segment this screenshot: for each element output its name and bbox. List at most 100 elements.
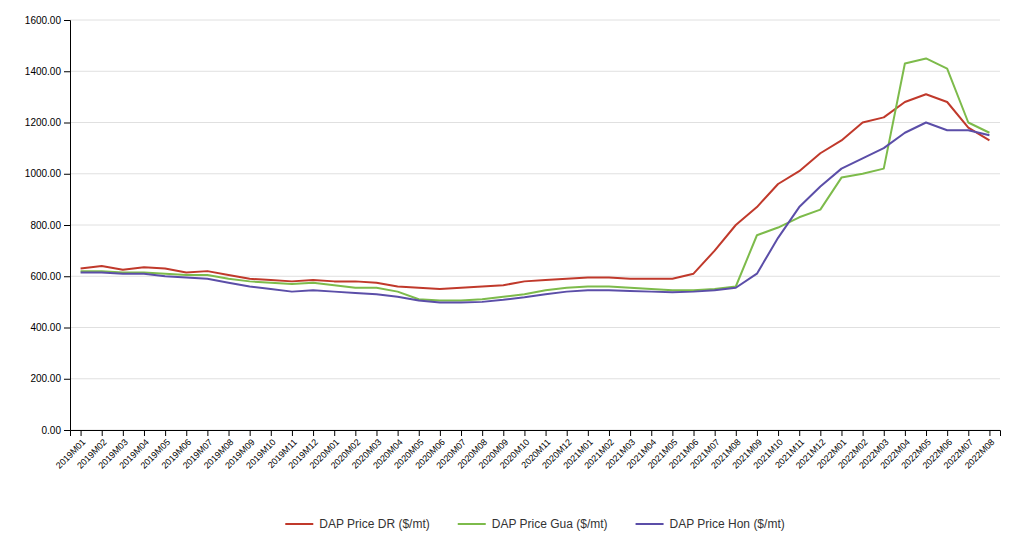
y-tick: 200.00 — [30, 373, 70, 384]
x-tick-mark — [820, 430, 821, 436]
legend-swatch — [458, 523, 486, 525]
x-tick-mark — [926, 430, 927, 436]
x-tick-mark — [398, 430, 399, 436]
x-tick-mark — [144, 430, 145, 436]
y-tick-mark — [64, 430, 70, 431]
y-tick: 600.00 — [30, 271, 70, 282]
x-tick-mark — [186, 430, 187, 436]
y-tick: 1600.00 — [25, 15, 70, 26]
x-axis: 2019M012019M022019M032019M042019M052019M… — [54, 430, 1001, 471]
series-line — [81, 94, 990, 289]
lines — [81, 58, 990, 302]
x-tick-label: 2022M08 — [963, 437, 997, 471]
y-tick-label: 1400.00 — [25, 66, 62, 77]
x-tick-mark — [694, 430, 695, 436]
x-tick-mark — [567, 430, 568, 436]
x-tick-mark — [250, 430, 251, 436]
legend: DAP Price DR ($/mt) DAP Price Gua ($/mt) D… — [285, 517, 784, 531]
x-tick-mark — [651, 430, 652, 436]
y-tick-mark — [64, 71, 70, 72]
x-tick-mark — [482, 430, 483, 436]
x-tick-mark — [440, 430, 441, 436]
legend-item: DAP Price Gua ($/mt) — [458, 517, 608, 531]
legend-swatch — [636, 523, 664, 525]
x-tick-mark — [334, 430, 335, 436]
x-tick-mark — [292, 430, 293, 436]
y-axis: 0.00 200.00 400.00 600.00 800.00 1000.00 1200.… — [25, 15, 71, 436]
chart-svg: 0.00 200.00 400.00 600.00 800.00 1000.00 1200.… — [0, 0, 1024, 540]
x-tick-mark — [630, 430, 631, 436]
grid-line — [70, 378, 1000, 379]
x-tick-mark — [207, 430, 208, 436]
y-tick: 1200.00 — [25, 117, 70, 128]
x-tick-mark — [672, 430, 673, 436]
y-tick-label: 1200.00 — [25, 117, 62, 128]
y-tick-label: 1600.00 — [25, 15, 62, 26]
y-tick: 1000.00 — [25, 168, 70, 179]
x-tick-mark — [123, 430, 124, 436]
legend-swatch — [285, 523, 313, 525]
grid-line — [70, 225, 1000, 226]
x-tick-mark — [715, 430, 716, 436]
y-tick-label: 0.00 — [42, 425, 62, 436]
legend-item: DAP Price DR ($/mt) — [285, 517, 429, 531]
x-tick-mark — [799, 430, 800, 436]
grid-line — [70, 122, 1000, 123]
x-tick-mark — [419, 430, 420, 436]
grid-line — [70, 20, 1000, 21]
x-tick-mark — [313, 430, 314, 436]
legend-item: DAP Price Hon ($/mt) — [636, 517, 785, 531]
x-tick-mark — [905, 430, 906, 436]
x-tick-mark — [503, 430, 504, 436]
x-tick-mark — [757, 430, 758, 436]
y-tick-mark — [64, 328, 70, 329]
y-tick-mark — [64, 225, 70, 226]
grid-line — [70, 71, 1000, 72]
y-tick: 0.00 — [42, 425, 70, 436]
x-tick-mark — [588, 430, 589, 436]
y-tick-label: 600.00 — [30, 271, 61, 282]
y-tick-mark — [64, 20, 70, 21]
x-tick-mark — [165, 430, 166, 436]
x-tick-mark — [989, 430, 990, 436]
x-tick-mark — [461, 430, 462, 436]
legend-label: DAP Price Hon ($/mt) — [670, 517, 785, 531]
series-line — [81, 58, 990, 300]
y-tick-mark — [64, 379, 70, 380]
legend-label: DAP Price DR ($/mt) — [319, 517, 429, 531]
grid-line — [70, 327, 1000, 328]
x-tick-mark — [736, 430, 737, 436]
x-tick-mark — [968, 430, 969, 436]
x-tick-mark — [884, 430, 885, 436]
x-tick-mark — [102, 430, 103, 436]
y-tick: 400.00 — [30, 322, 70, 333]
x-axis-line — [71, 431, 1001, 437]
y-tick-label: 1000.00 — [25, 168, 62, 179]
legend-label: DAP Price Gua ($/mt) — [492, 517, 608, 531]
x-tick-mark — [229, 430, 230, 436]
x-tick-mark — [778, 430, 779, 436]
x-tick-mark — [81, 430, 82, 436]
y-tick-label: 200.00 — [30, 373, 61, 384]
grid — [70, 20, 1000, 430]
x-tick: 2022M08 — [963, 430, 997, 471]
x-tick-mark — [546, 430, 547, 436]
y-tick: 800.00 — [30, 220, 70, 231]
x-tick-mark — [271, 430, 272, 436]
y-axis-line — [64, 21, 71, 431]
x-tick-mark — [863, 430, 864, 436]
x-tick-mark — [841, 430, 842, 436]
x-tick-mark — [609, 430, 610, 436]
x-tick-mark — [947, 430, 948, 436]
y-tick-mark — [64, 276, 70, 277]
y-tick-mark — [64, 123, 70, 124]
y-tick: 1400.00 — [25, 66, 70, 77]
x-tick-mark — [355, 430, 356, 436]
plot-area: 0.00 200.00 400.00 600.00 800.00 1000.00 1200.… — [25, 15, 1001, 471]
y-tick-label: 400.00 — [30, 322, 61, 333]
x-tick-mark — [376, 430, 377, 436]
series-line — [81, 123, 990, 303]
y-tick-label: 800.00 — [30, 220, 61, 231]
y-tick-mark — [64, 174, 70, 175]
x-tick-mark — [524, 430, 525, 436]
